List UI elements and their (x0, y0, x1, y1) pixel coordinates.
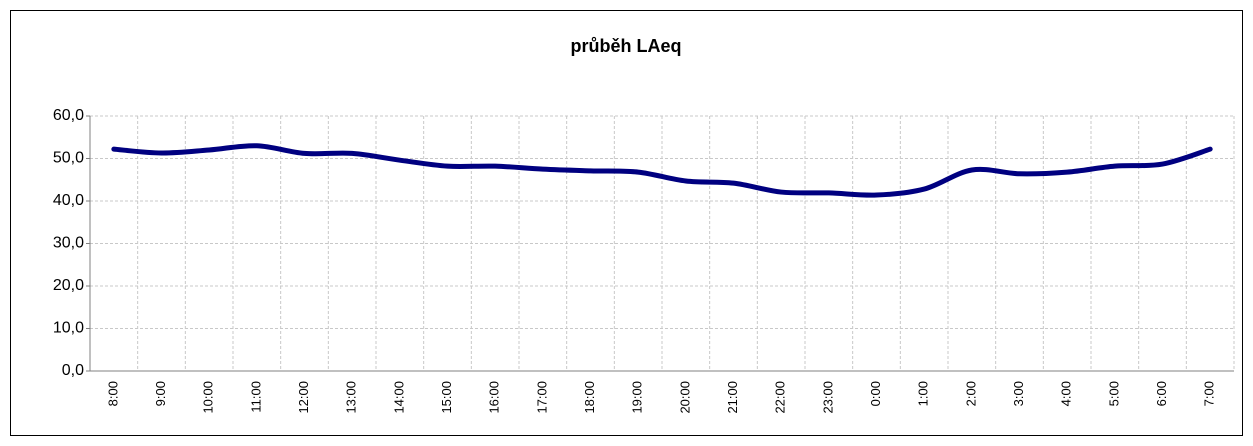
x-tick-label: 15:00 (439, 381, 454, 414)
x-tick-label: 5:00 (1106, 381, 1121, 406)
y-tick-label: 30,0 (53, 235, 84, 252)
x-tick-label: 21:00 (725, 381, 740, 414)
x-tick-label: 9:00 (153, 381, 168, 406)
x-tick-label: 20:00 (677, 381, 692, 414)
x-tick-label: 8:00 (105, 381, 120, 406)
x-tick-label: 23:00 (820, 381, 835, 414)
x-tick-label: 4:00 (1059, 381, 1074, 406)
x-tick-label: 18:00 (582, 381, 597, 414)
x-tick-label: 12:00 (296, 381, 311, 414)
x-tick-label: 7:00 (1202, 381, 1217, 406)
x-tick-label: 2:00 (963, 381, 978, 406)
y-tick-label: 60,0 (53, 107, 84, 124)
chart-title: průběh LAeq (571, 36, 682, 56)
y-tick-label: 40,0 (53, 192, 84, 209)
y-tick-label: 50,0 (53, 150, 84, 167)
chart-border (10, 10, 1243, 436)
series-line (111, 143, 1213, 198)
x-tick-label: 14:00 (391, 381, 406, 414)
x-tick-label: 16:00 (487, 381, 502, 414)
x-tick-label: 0:00 (868, 381, 883, 406)
x-tick-label: 22:00 (773, 381, 788, 414)
x-tick-label: 13:00 (344, 381, 359, 414)
x-tick-label: 17:00 (534, 381, 549, 414)
x-tick-label: 3:00 (1011, 381, 1026, 406)
x-tick-label: 11:00 (248, 381, 263, 413)
y-tick-label: 10,0 (53, 320, 84, 337)
x-tick-label: 10:00 (201, 381, 216, 414)
x-tick-label: 6:00 (1154, 381, 1169, 406)
y-tick-label: 20,0 (53, 277, 84, 294)
x-tick-label: 1:00 (916, 381, 931, 406)
y-tick-label: 0,0 (62, 362, 84, 379)
x-tick-label: 19:00 (630, 381, 645, 414)
